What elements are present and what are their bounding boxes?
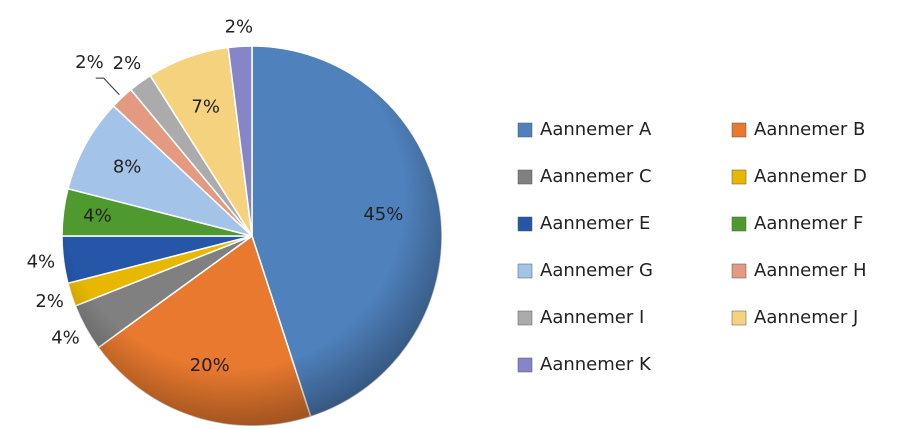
legend-swatch <box>517 216 533 232</box>
data-label: 4% <box>27 252 56 273</box>
legend-label: Aannemer J <box>754 307 858 328</box>
data-label: 2% <box>35 291 64 312</box>
legend-label: Aannemer B <box>754 119 865 140</box>
legend-swatch <box>731 310 747 326</box>
data-label: 2% <box>225 16 254 37</box>
data-label: 2% <box>113 53 142 74</box>
data-label: 4% <box>51 328 80 349</box>
pie <box>61 45 443 427</box>
legend-swatch <box>731 169 747 185</box>
legend-swatch <box>517 169 533 185</box>
data-label: 2% <box>75 52 104 73</box>
legend-label: Aannemer F <box>754 213 863 234</box>
data-label: 45% <box>363 204 403 225</box>
leader-line <box>95 77 120 96</box>
legend-swatch <box>731 263 747 279</box>
legend-label: Aannemer H <box>754 260 867 281</box>
legend: Aannemer A Aannemer B Aannemer C Aannemer D… <box>517 119 867 375</box>
data-label: 8% <box>113 156 142 177</box>
legend-label: Aannemer A <box>540 119 652 140</box>
data-label: 7% <box>191 96 220 117</box>
legend-label: Aannemer D <box>754 166 867 187</box>
labels: 45% 20% 4% 2% 4% 4% 8% 2% 2% 7% 2% <box>27 16 404 376</box>
data-label: 20% <box>190 355 230 376</box>
legend-swatch <box>731 216 747 232</box>
legend-swatch <box>731 122 747 138</box>
legend-label: Aannemer I <box>540 307 644 328</box>
legend-label: Aannemer G <box>540 260 653 281</box>
legend-label: Aannemer E <box>540 213 650 234</box>
legend-swatch <box>517 310 533 326</box>
legend-swatch <box>517 357 533 373</box>
legend-label: Aannemer K <box>540 354 652 375</box>
legend-swatch <box>517 122 533 138</box>
data-label: 4% <box>83 205 112 226</box>
legend-label: Aannemer C <box>540 166 652 187</box>
legend-swatch <box>517 263 533 279</box>
